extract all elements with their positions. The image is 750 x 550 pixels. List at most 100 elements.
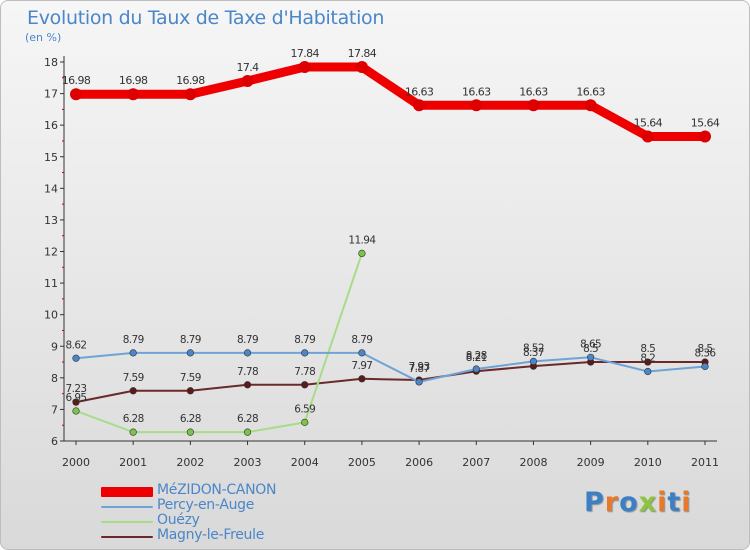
data-label: 7.59 — [123, 372, 144, 384]
data-point — [358, 349, 366, 357]
data-label: 6.59 — [294, 403, 315, 415]
data-label: 8.5 — [640, 343, 655, 355]
series-line-0 — [71, 62, 710, 142]
y-tick-label: 17 — [44, 88, 58, 101]
legend-label: Magny-le-Freule — [157, 527, 265, 543]
data-point — [129, 387, 137, 395]
data-label: 16.63 — [519, 85, 548, 98]
data-label: 6.95 — [66, 392, 87, 404]
data-label: 8.79 — [294, 334, 315, 346]
data-point — [470, 99, 483, 112]
data-label: 7.59 — [180, 372, 201, 384]
data-label: 8.79 — [237, 334, 258, 346]
data-point — [241, 74, 254, 87]
data-label: 7.23 — [66, 383, 87, 395]
y-tick-label: 7 — [51, 403, 58, 416]
data-label: 8.65 — [580, 338, 601, 350]
data-label: 15.64 — [634, 117, 663, 130]
data-point — [701, 362, 709, 371]
data-label: 7.97 — [351, 360, 372, 372]
y-axis-unit: (en %) — [25, 31, 62, 44]
x-tick-label: 2010 — [634, 456, 662, 469]
data-point — [243, 381, 252, 389]
data-point — [186, 428, 194, 436]
data-label: 7.78 — [237, 366, 258, 378]
data-point — [129, 349, 137, 357]
data-point — [186, 387, 194, 395]
data-point — [72, 407, 80, 415]
data-point — [301, 381, 309, 389]
data-label: 8.36 — [695, 347, 717, 359]
data-label: 8.5 — [698, 343, 713, 355]
data-point — [243, 349, 252, 357]
data-point — [70, 88, 82, 101]
data-point — [587, 353, 595, 361]
data-point — [529, 357, 538, 366]
data-point — [644, 367, 652, 376]
data-point — [355, 61, 368, 74]
data-label: 16.63 — [405, 85, 434, 98]
x-tick-label: 2001 — [119, 456, 147, 469]
legend-swatch — [101, 521, 153, 523]
legend-label: Ouézy — [157, 512, 200, 528]
x-tick-label: 2007 — [462, 456, 490, 469]
legend-label: MéZIDON-CANON — [157, 482, 277, 498]
data-label: 8.79 — [123, 334, 144, 346]
data-point — [72, 354, 80, 362]
legend-label: Percy-en-Auge — [157, 497, 255, 513]
data-point — [127, 88, 140, 101]
series-line-1 — [75, 351, 706, 383]
y-tick-label: 18 — [44, 56, 58, 69]
x-tick-label: 2006 — [405, 456, 433, 469]
y-tick-label: 13 — [44, 214, 58, 227]
data-point — [129, 428, 137, 436]
x-tick-label: 2008 — [519, 456, 547, 469]
data-point — [298, 61, 311, 74]
data-label: 7.93 — [409, 361, 430, 373]
data-label: 6.28 — [180, 413, 201, 425]
data-point — [72, 398, 80, 406]
data-point — [186, 349, 194, 357]
x-tick-label: 2011 — [691, 456, 719, 469]
data-point — [527, 99, 540, 112]
y-tick-label: 8 — [51, 372, 58, 385]
x-tick-label: 2009 — [577, 456, 605, 469]
data-label: 16.63 — [462, 85, 491, 98]
data-label: 8.62 — [66, 339, 87, 351]
y-tick-label: 11 — [44, 277, 58, 290]
y-tick-label: 10 — [44, 309, 58, 322]
y-tick-label: 15 — [44, 151, 58, 164]
x-tick-label: 2003 — [234, 456, 262, 469]
data-label: 8.79 — [351, 334, 372, 346]
y-tick-label: 6 — [51, 435, 58, 448]
data-point — [644, 358, 652, 366]
legend-swatch — [101, 506, 153, 508]
data-point — [301, 349, 309, 357]
series-line-3 — [75, 361, 706, 404]
data-point — [415, 378, 423, 386]
data-label: 8.52 — [523, 342, 544, 354]
data-label: 8.28 — [466, 350, 487, 362]
x-tick-label: 2002 — [176, 456, 204, 469]
chart-title: Evolution du Taux de Taxe d'Habitation — [27, 7, 385, 29]
data-label: 8.37 — [523, 347, 544, 359]
x-tick-label: 2004 — [291, 456, 319, 469]
data-label: 16.98 — [119, 74, 148, 87]
y-tick-label: 16 — [44, 119, 58, 132]
data-point — [641, 130, 654, 143]
data-label: 15.64 — [691, 117, 720, 130]
data-label: 16.63 — [576, 85, 605, 98]
data-point — [184, 88, 197, 101]
data-point — [358, 375, 366, 383]
y-tick-label: 9 — [51, 340, 58, 353]
legend-swatch — [101, 536, 153, 538]
data-point — [413, 99, 426, 112]
data-label: 8.5 — [583, 343, 598, 355]
data-label: 8.79 — [180, 334, 201, 346]
proxiti-logo: Proxiti — [584, 487, 692, 518]
data-label: 7.87 — [409, 363, 430, 375]
series-line-2 — [75, 252, 363, 434]
data-label: 17.4 — [236, 61, 259, 74]
